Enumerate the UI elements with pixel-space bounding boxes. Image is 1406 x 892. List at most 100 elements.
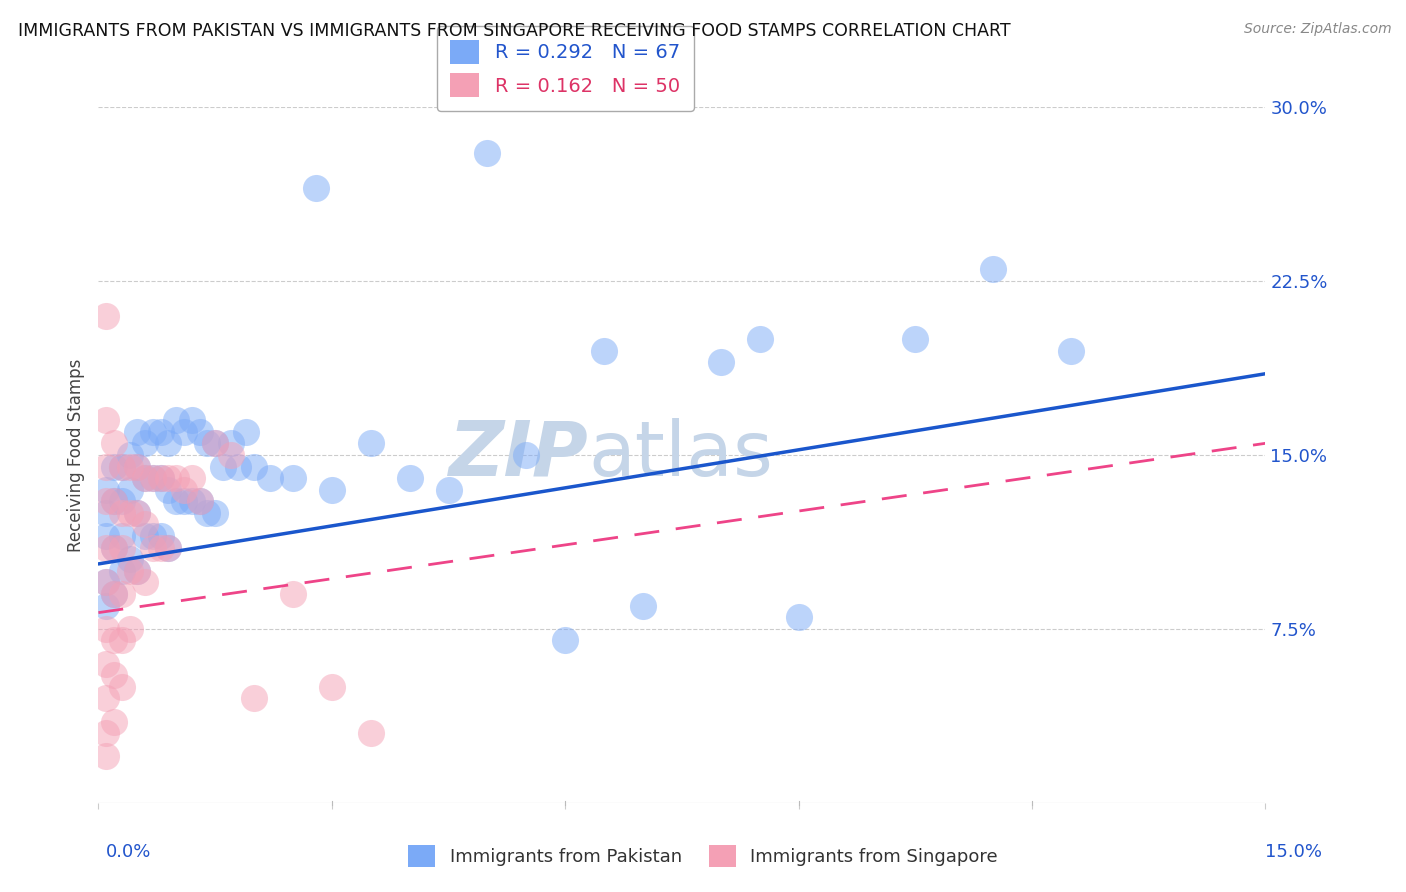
Point [96,413,118,427]
Point [157,483,180,497]
Point [142,541,165,555]
Text: 15.0%: 15.0% [1264,843,1322,861]
Point [96,691,118,706]
Point [281,471,304,485]
Point [111,494,134,508]
Point [96,494,118,508]
Point [103,541,125,555]
Point [360,726,382,740]
Point [321,680,343,694]
Point [111,633,134,648]
Point [134,436,156,450]
Point [1060,343,1083,358]
Point [96,575,118,590]
Point [111,680,134,694]
Point [118,552,141,566]
Point [142,529,165,543]
Point [96,309,118,323]
Point [118,506,141,520]
Point [904,332,927,346]
Point [360,436,382,450]
Point [235,425,257,439]
Point [96,726,118,740]
Point [149,541,172,555]
Point [243,691,266,706]
Point [111,541,134,555]
Point [103,587,125,601]
Point [195,436,218,450]
Text: atlas: atlas [589,418,773,491]
Legend: Immigrants from Pakistan, Immigrants from Singapore: Immigrants from Pakistan, Immigrants fro… [401,838,1005,874]
Point [219,436,242,450]
Point [180,413,202,427]
Point [127,564,149,578]
Point [188,494,211,508]
Point [103,587,125,601]
Point [103,668,125,682]
Point [165,413,187,427]
Point [118,483,141,497]
Point [477,146,499,161]
Point [96,506,118,520]
Point [142,471,165,485]
Point [96,575,118,590]
Legend: R = 0.292   N = 67, R = 0.162   N = 50: R = 0.292 N = 67, R = 0.162 N = 50 [437,26,693,111]
Point [195,506,218,520]
Point [188,425,211,439]
Point [554,633,576,648]
Point [212,459,235,474]
Point [219,448,242,462]
Point [437,483,460,497]
Point [142,425,165,439]
Point [118,448,141,462]
Point [96,483,118,497]
Point [398,471,420,485]
Point [204,506,226,520]
Point [103,459,125,474]
Point [127,506,149,520]
Point [173,483,195,497]
Point [111,587,134,601]
Point [173,425,195,439]
Point [134,517,156,532]
Point [165,471,187,485]
Point [103,494,125,508]
Point [787,610,810,624]
Point [593,343,616,358]
Text: 0.0%: 0.0% [105,843,150,861]
Point [134,471,156,485]
Point [180,471,202,485]
Point [118,564,141,578]
Point [96,529,118,543]
Point [281,587,304,601]
Point [710,355,733,369]
Point [96,657,118,671]
Point [157,541,180,555]
Point [103,714,125,729]
Point [180,494,202,508]
Point [96,459,118,474]
Point [204,436,226,450]
Point [173,494,195,508]
Point [631,599,654,613]
Point [134,575,156,590]
Point [118,459,141,474]
Text: IMMIGRANTS FROM PAKISTAN VS IMMIGRANTS FROM SINGAPORE RECEIVING FOOD STAMPS CORR: IMMIGRANTS FROM PAKISTAN VS IMMIGRANTS F… [18,22,1011,40]
Point [134,471,156,485]
Point [103,494,125,508]
Point [103,633,125,648]
Point [149,425,172,439]
Point [165,494,187,508]
Point [142,471,165,485]
Y-axis label: Receiving Food Stamps: Receiving Food Stamps [66,359,84,551]
Point [96,599,118,613]
Point [188,494,211,508]
Point [103,541,125,555]
Point [204,436,226,450]
Point [96,541,118,555]
Point [321,483,343,497]
Point [228,459,250,474]
Point [981,262,1004,277]
Text: Source: ZipAtlas.com: Source: ZipAtlas.com [1244,22,1392,37]
Text: ZIP: ZIP [449,418,589,491]
